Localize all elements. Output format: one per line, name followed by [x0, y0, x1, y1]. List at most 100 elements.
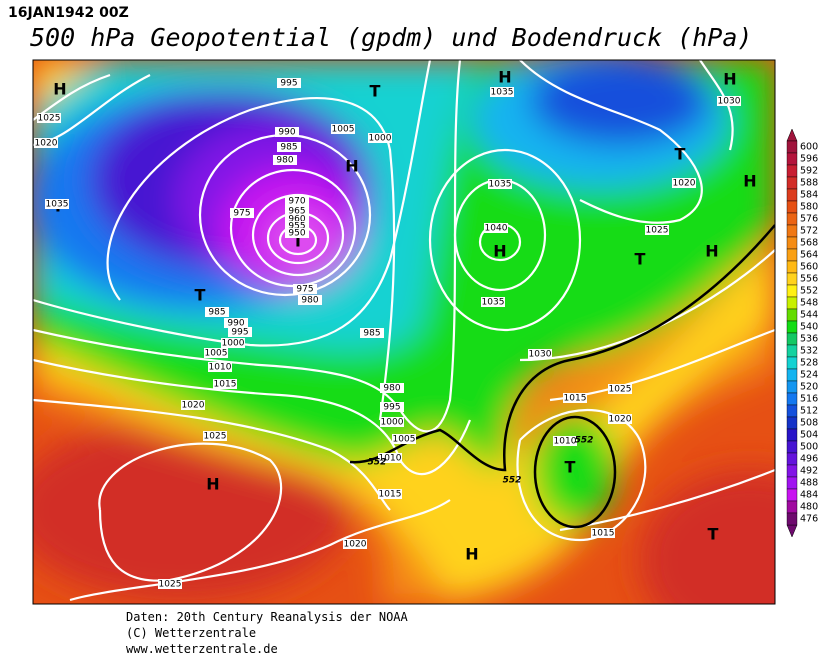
- colorbar-label: 520: [800, 382, 818, 393]
- colorbar-label: 592: [800, 166, 818, 177]
- colorbar-label: 576: [800, 214, 818, 225]
- colorbar-swatch: [786, 188, 798, 202]
- isobar-label: 1035: [46, 200, 69, 210]
- colorbar-swatch: [786, 332, 798, 346]
- colorbar-swatch: [786, 152, 798, 166]
- pressure-center: T: [635, 250, 646, 269]
- colorbar-swatch: [786, 464, 798, 478]
- isobar-label: 985: [280, 143, 297, 153]
- colorbar-label: 580: [800, 202, 818, 213]
- isobar-label-box: [528, 349, 552, 359]
- isobar-label-box: [285, 228, 309, 238]
- pressure-center: T: [565, 458, 576, 477]
- colorbar-label: 572: [800, 226, 818, 237]
- colorbar-swatch: [786, 428, 798, 442]
- isobar-label-box: [563, 393, 587, 403]
- isobar-label: 1020: [182, 401, 205, 411]
- isobar-label-box: [608, 414, 632, 424]
- isobar-label-box: [275, 127, 299, 137]
- isobar-label-box: [213, 379, 237, 389]
- pressure-center: H: [206, 475, 219, 494]
- pressure-center: H: [723, 70, 736, 89]
- footer-copyright: (C) Wetterzentrale: [126, 626, 256, 640]
- isobar-label: 1035: [489, 180, 512, 190]
- pressure-center: H: [493, 242, 506, 261]
- colorbar-swatch: [786, 296, 798, 310]
- colorbar-swatch: [786, 212, 798, 226]
- contour-label: 552: [368, 458, 387, 468]
- date: 16JAN1942 00Z: [8, 5, 129, 21]
- colorbar-label: 540: [800, 322, 818, 333]
- colorbar-label: 536: [800, 334, 818, 345]
- isobar-label: 975: [233, 209, 250, 219]
- isobar-label: 1035: [491, 88, 514, 98]
- isobar-label-box: [490, 87, 514, 97]
- isobar-label: 975: [296, 285, 313, 295]
- contour-552: [533, 415, 617, 529]
- isobar-label-box: [203, 431, 227, 441]
- isobar-label-box: [181, 400, 205, 410]
- colorbar-swatch: [786, 404, 798, 418]
- isobar-label: 1010: [379, 454, 402, 464]
- colorbar-label: 480: [800, 502, 818, 513]
- isobar-label: 1035: [482, 298, 505, 308]
- isobar-label-box: [45, 199, 69, 209]
- isobar-label-box: [228, 327, 252, 337]
- isobar-label: 1015: [379, 490, 402, 500]
- isobar-label-box: [293, 284, 317, 294]
- pressure-center: H: [743, 172, 756, 191]
- footer-source: Daten: 20th Century Reanalysis der NOAA: [126, 610, 409, 624]
- colorbar-label: 500: [800, 442, 818, 453]
- isobar-label: 965: [288, 207, 305, 217]
- colorbar-swatch: [786, 248, 798, 262]
- isobar-label-box: [380, 402, 404, 412]
- isobar-label-box: [205, 307, 229, 317]
- isobar-label-box: [298, 295, 322, 305]
- colorbar-label: 504: [800, 430, 818, 441]
- contour-label: 552: [503, 476, 522, 486]
- colorbar-swatch: [786, 284, 798, 298]
- colorbar-label: 588: [800, 178, 818, 189]
- isobar-label: 1025: [646, 226, 669, 236]
- colorbar-swatch: [786, 392, 798, 406]
- colorbar-label: 548: [800, 298, 818, 309]
- colorbar-swatch: [786, 476, 798, 490]
- colorbar-label: 584: [800, 190, 818, 201]
- colorbar-swatch: [786, 488, 798, 502]
- colorbar: 6005965925885845805765725685645605565525…: [786, 128, 818, 538]
- colorbar-tip: [786, 128, 798, 142]
- isobar-label-box: [285, 221, 309, 231]
- pressure-center: H: [705, 242, 718, 261]
- colorbar-swatch: [786, 500, 798, 514]
- contour-552: [349, 224, 775, 472]
- pressure-center: H: [53, 80, 66, 99]
- isobar-label-box: [285, 206, 309, 216]
- isobar-label: 1005: [332, 125, 355, 135]
- isobar-label: 1020: [344, 540, 367, 550]
- isobar-label-box: [378, 453, 402, 463]
- isobar-label-box: [204, 348, 228, 358]
- isobar-label-box: [331, 124, 355, 134]
- isobar-label-box: [672, 178, 696, 188]
- contour-label: 552: [575, 436, 594, 446]
- colorbar-swatch: [786, 368, 798, 382]
- isobar-label-box: [285, 214, 309, 224]
- isobar-label-box: [608, 384, 632, 394]
- isobar-label-box: [378, 489, 402, 499]
- pressure-center: T: [195, 286, 206, 305]
- isobar-label: 985: [208, 308, 225, 318]
- isobar-label-box: [553, 436, 577, 446]
- colorbar-label: 600: [800, 142, 818, 153]
- isobar-label: 1015: [592, 529, 615, 539]
- isobar-label-box: [484, 223, 508, 233]
- pressure-center: H: [345, 157, 358, 176]
- colorbar-swatch: [786, 224, 798, 238]
- isobar-label: 1020: [609, 415, 632, 425]
- colorbar-label: 488: [800, 478, 818, 489]
- pressure-center: H: [465, 545, 478, 564]
- colorbar-swatch: [786, 164, 798, 178]
- colorbar-swatch: [786, 320, 798, 334]
- isobar-label-box: [591, 528, 615, 538]
- isobar-label: 1040: [485, 224, 508, 234]
